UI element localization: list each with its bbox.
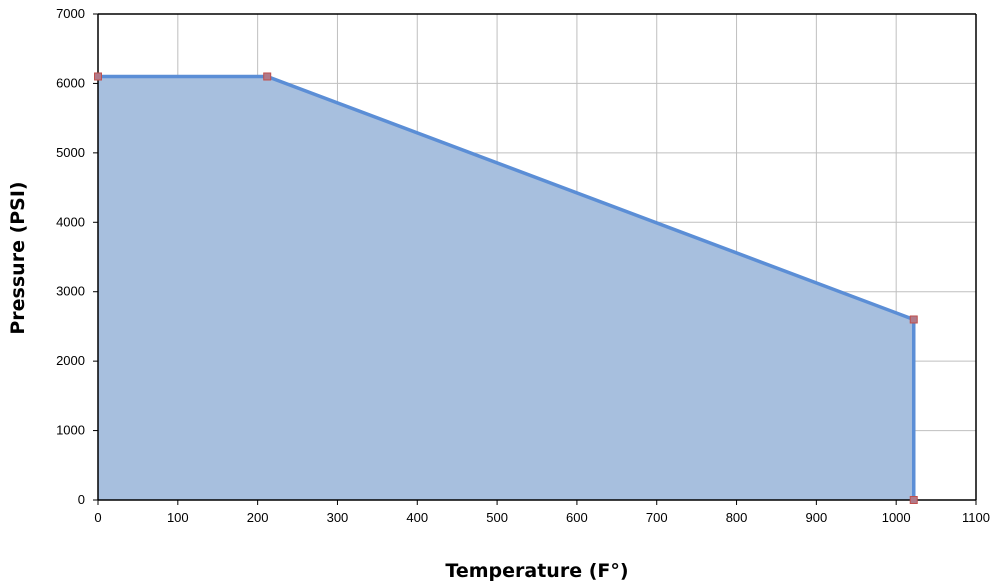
x-tick-label: 1100	[962, 510, 990, 525]
axis-layer	[93, 13, 977, 505]
tick-label-layer: 0 100 200 300 400 500 600 700 800 900 1000 1100 0 100…	[56, 6, 990, 525]
x-tick-label: 0	[94, 510, 101, 525]
y-tick-label: 1000	[56, 423, 85, 438]
data-point-marker	[94, 72, 102, 81]
area-layer	[98, 76, 914, 500]
x-tick-label: 200	[247, 510, 269, 525]
y-tick-label: 4000	[56, 214, 85, 229]
x-tick-label: 1000	[882, 510, 911, 525]
series-line	[98, 74, 916, 500]
x-tick-label: 800	[726, 510, 748, 525]
y-tick-label: 5000	[56, 145, 85, 160]
data-point-marker	[263, 72, 272, 81]
marker-layer	[94, 72, 918, 504]
x-tick-label: 300	[327, 510, 349, 525]
data-point-marker	[909, 315, 918, 324]
line-layer	[98, 74, 916, 500]
y-tick-label: 6000	[56, 75, 85, 90]
x-axis-title: Temperature (F°)	[445, 560, 628, 582]
x-tick-label: 700	[646, 510, 668, 525]
x-tick-label: 400	[406, 510, 428, 525]
x-tick-label: 500	[486, 510, 508, 525]
y-axis-title: Pressure (PSI)	[7, 181, 29, 334]
x-tick-label: 900	[806, 510, 828, 525]
x-tick-label: 100	[167, 510, 189, 525]
y-tick-label: 7000	[56, 6, 85, 21]
area-fill	[98, 76, 914, 500]
x-tick-label: 600	[566, 510, 588, 525]
y-tick-label: 0	[78, 492, 85, 507]
y-tick-label: 2000	[56, 353, 85, 368]
data-point-marker	[909, 496, 918, 504]
y-tick-label: 3000	[56, 284, 85, 299]
